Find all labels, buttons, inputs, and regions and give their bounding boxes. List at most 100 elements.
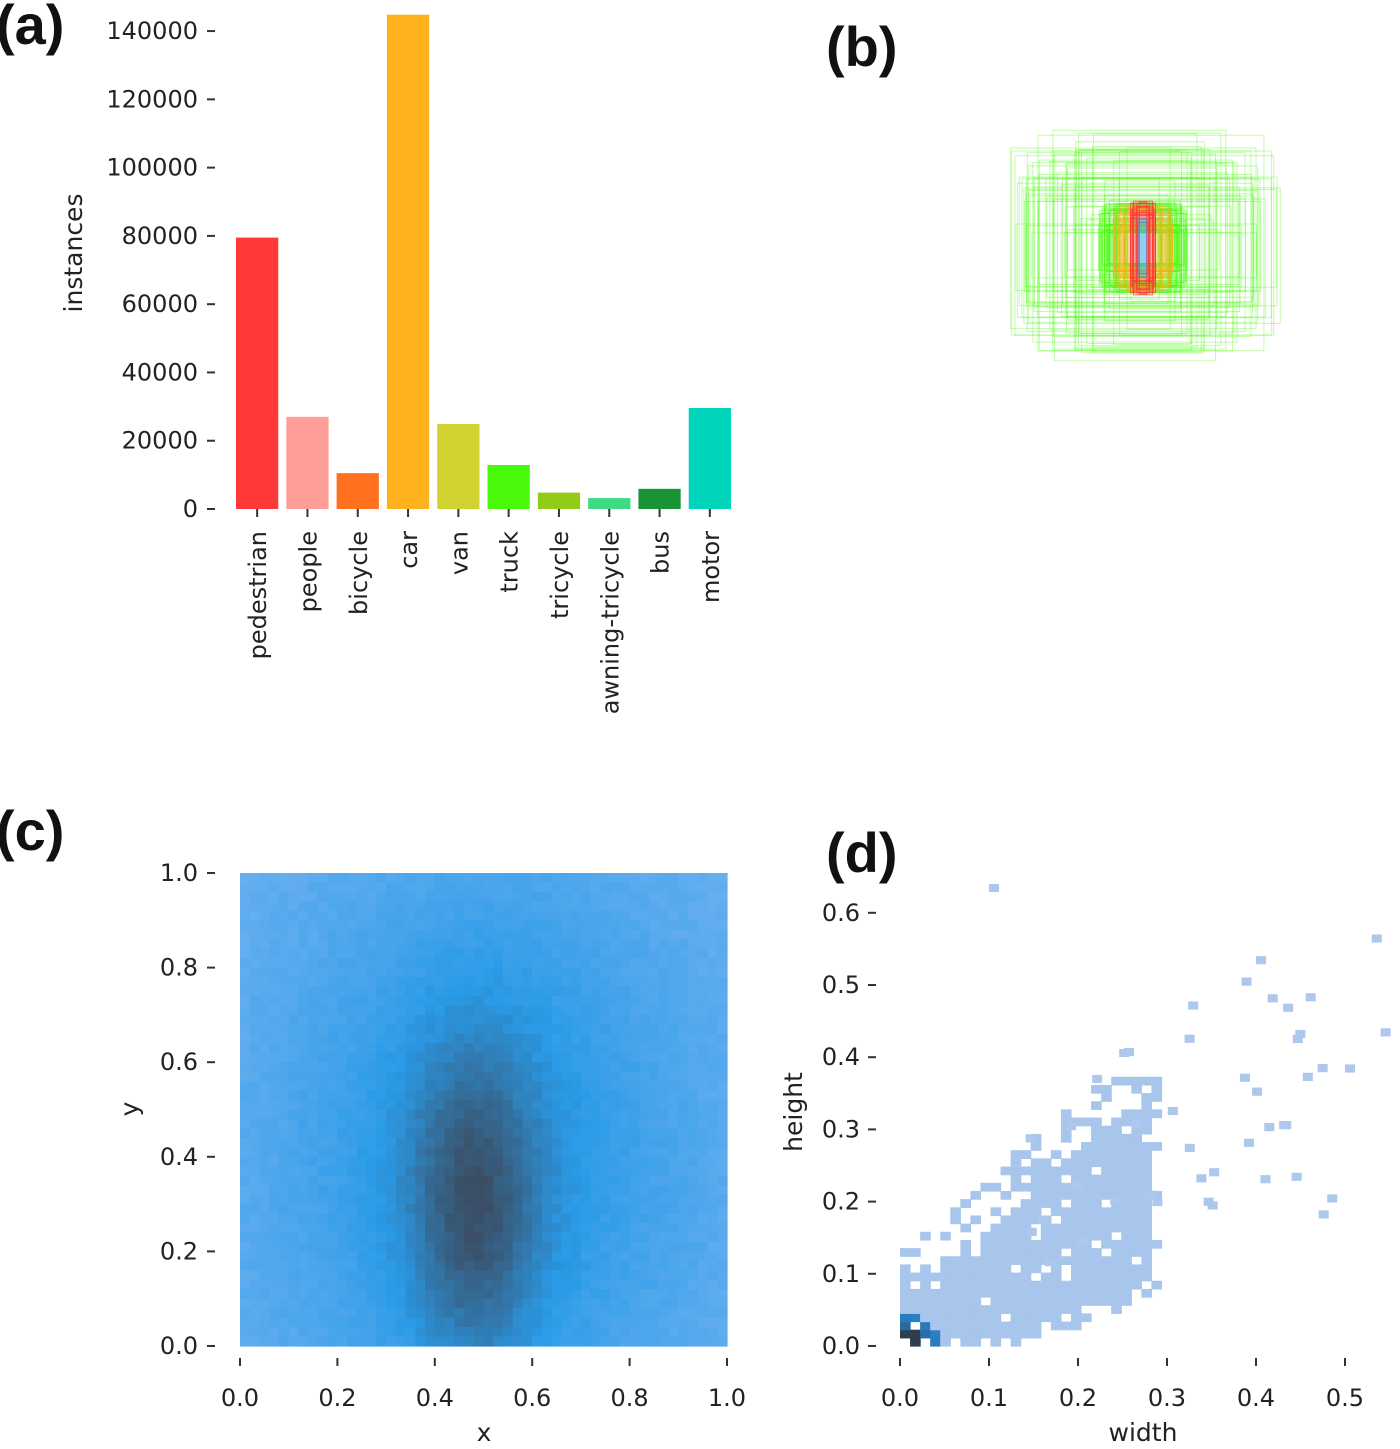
heatmap-cell bbox=[473, 882, 485, 893]
heatmap-cell bbox=[619, 986, 631, 997]
heatmap-cell bbox=[600, 1204, 611, 1215]
heatmap-cell-sparse bbox=[1291, 1172, 1302, 1181]
heatmap-cell bbox=[278, 1251, 290, 1262]
heatmap-cell bbox=[415, 891, 426, 902]
heatmap-cell bbox=[980, 1280, 992, 1290]
heatmap-cell bbox=[1081, 1190, 1092, 1200]
heatmap-cell bbox=[717, 948, 728, 959]
heatmap-cell bbox=[434, 1128, 446, 1139]
heatmap-cell bbox=[366, 901, 377, 912]
heatmap-cell bbox=[600, 1279, 611, 1290]
bar-motor bbox=[688, 407, 731, 509]
heatmap-cell bbox=[561, 901, 572, 912]
heatmap-cell bbox=[444, 986, 455, 997]
heatmap-cell bbox=[405, 1175, 416, 1186]
heatmap-cell bbox=[512, 1109, 524, 1120]
heatmap-cell bbox=[1010, 1150, 1022, 1159]
heatmap-cell bbox=[600, 873, 611, 884]
heatmap-cell bbox=[493, 1137, 504, 1148]
heatmap-cell bbox=[278, 1071, 290, 1082]
heatmap-cell bbox=[356, 1052, 368, 1063]
heatmap-cell bbox=[454, 1100, 465, 1111]
heatmap-cell bbox=[259, 1260, 270, 1271]
heatmap-cell bbox=[1070, 1117, 1082, 1127]
heatmap-cell bbox=[610, 1109, 621, 1120]
heatmap-cell bbox=[950, 1305, 961, 1314]
heatmap-cell bbox=[541, 1279, 553, 1290]
heatmap-cell bbox=[356, 1166, 368, 1177]
heatmap-cell bbox=[668, 1336, 679, 1347]
heatmap-cell bbox=[1111, 1248, 1122, 1257]
heatmap-cell bbox=[522, 1270, 533, 1281]
heatmap-cell bbox=[366, 1166, 377, 1177]
heatmap-cell bbox=[980, 1272, 992, 1282]
heatmap-cell bbox=[425, 1185, 436, 1196]
box-car bbox=[1123, 205, 1163, 291]
heatmap-cell bbox=[434, 1024, 446, 1035]
heatmap-cell bbox=[561, 1033, 572, 1044]
heatmap-cell bbox=[1020, 1248, 1032, 1257]
heatmap-cell bbox=[1111, 1288, 1122, 1298]
heatmap-cell bbox=[425, 1090, 436, 1101]
heatmap-cell bbox=[317, 1100, 329, 1111]
heatmap-cell bbox=[639, 1005, 650, 1016]
heatmap-cell bbox=[610, 1213, 621, 1224]
heatmap-cell bbox=[522, 1289, 533, 1300]
heatmap-cell bbox=[697, 1194, 709, 1205]
heatmap-cell bbox=[395, 1194, 407, 1205]
heatmap-cell bbox=[395, 1128, 407, 1139]
heatmap-cell bbox=[1141, 1150, 1153, 1159]
heatmap-cell bbox=[298, 1298, 309, 1309]
heatmap-cell bbox=[580, 1147, 592, 1158]
heatmap-cell bbox=[288, 1260, 300, 1271]
heatmap-cell bbox=[512, 1090, 524, 1101]
heatmap-cell bbox=[395, 1270, 407, 1281]
heatmap-cell bbox=[532, 995, 543, 1007]
heatmap-cell bbox=[541, 995, 553, 1007]
heatmap-cell bbox=[580, 1071, 592, 1082]
heatmap-cell bbox=[649, 1251, 660, 1262]
heatmap-cell bbox=[512, 1024, 524, 1035]
heatmap-cell bbox=[298, 1090, 309, 1101]
heatmap-cell bbox=[278, 1043, 290, 1054]
heatmap-cell bbox=[619, 1213, 631, 1224]
heatmap-cell bbox=[464, 1024, 475, 1035]
heatmap-cell bbox=[386, 1081, 397, 1092]
heatmap-cell bbox=[425, 1213, 436, 1224]
heatmap-cell bbox=[1010, 1288, 1022, 1298]
heatmap-cell bbox=[1050, 1264, 1062, 1274]
heatmap-cell bbox=[590, 958, 601, 969]
heatmap-cell bbox=[337, 939, 348, 950]
heatmap-cell bbox=[1081, 1215, 1092, 1225]
heatmap-cell-sparse bbox=[1256, 956, 1267, 965]
box-truck bbox=[1023, 187, 1281, 324]
heatmap-cell bbox=[337, 1194, 348, 1205]
heatmap-cell bbox=[658, 958, 670, 969]
heatmap-cell bbox=[317, 1298, 329, 1309]
heatmap-cell bbox=[551, 1260, 563, 1271]
heatmap-cell bbox=[405, 1166, 416, 1177]
heatmap-cell bbox=[580, 986, 592, 997]
heatmap-cell bbox=[1070, 1256, 1082, 1266]
heatmap-cell bbox=[493, 1128, 504, 1139]
heatmap-cell bbox=[717, 939, 728, 950]
heatmap-cell bbox=[541, 1100, 553, 1111]
heatmap-cell bbox=[668, 1232, 679, 1243]
heatmap-cell bbox=[930, 1329, 941, 1339]
heatmap-cell bbox=[425, 1014, 436, 1025]
y-tick-label-d: 0.5 bbox=[822, 971, 860, 999]
heatmap-cell bbox=[473, 1213, 485, 1224]
heatmap-cell bbox=[980, 1329, 992, 1339]
heatmap-cell bbox=[668, 1175, 679, 1186]
heatmap-cell bbox=[347, 1005, 358, 1016]
heatmap-cell bbox=[619, 891, 631, 902]
box-truck bbox=[1028, 190, 1259, 305]
heatmap-cell bbox=[298, 1279, 309, 1290]
heatmap-cell bbox=[707, 1298, 718, 1309]
heatmap-cell bbox=[561, 1100, 572, 1111]
heatmap-cell bbox=[571, 1128, 582, 1139]
heatmap-cell bbox=[600, 929, 611, 940]
heatmap-cell bbox=[678, 1270, 689, 1281]
heatmap-cell bbox=[561, 1279, 572, 1290]
heatmap-cell-sparse bbox=[1145, 1190, 1156, 1199]
